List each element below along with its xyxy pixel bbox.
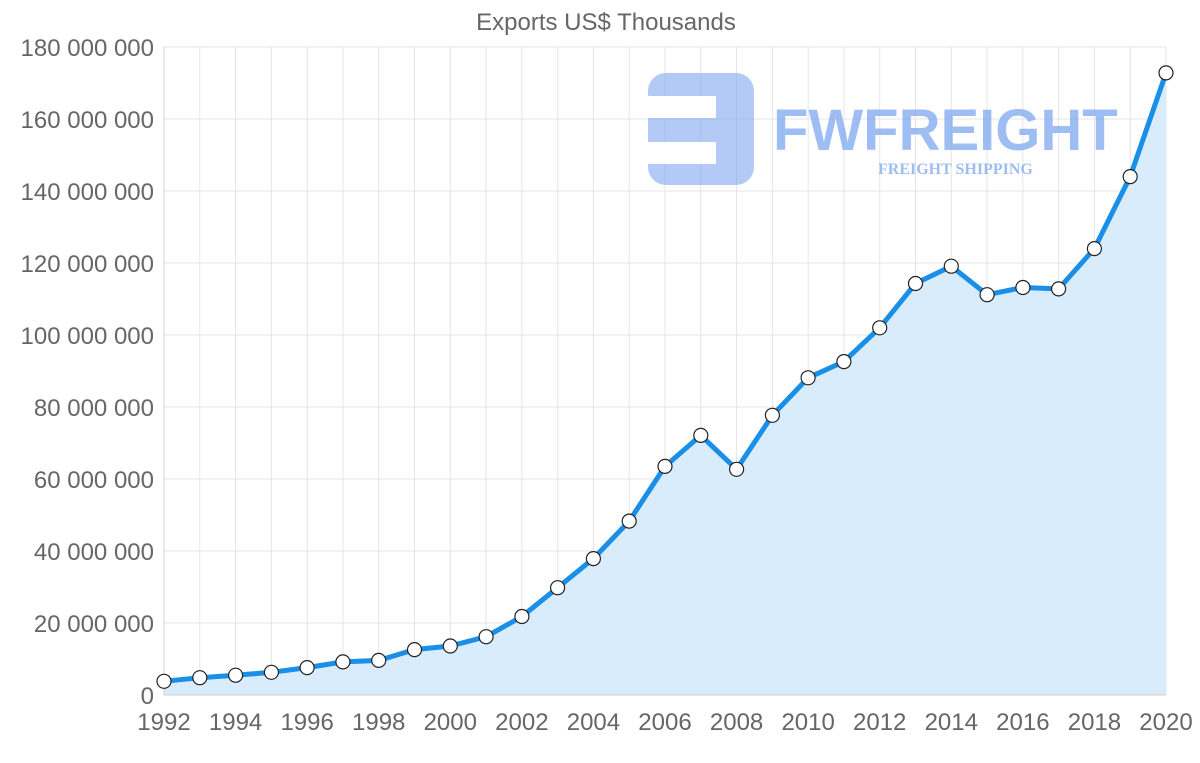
x-tick-label: 2008 xyxy=(710,709,763,736)
data-point-2007 xyxy=(693,427,709,443)
data-point-1999 xyxy=(406,641,423,658)
y-tick-label: 140 000 000 xyxy=(21,179,154,206)
data-point-2003 xyxy=(549,580,566,596)
data-point-2016 xyxy=(1015,279,1031,296)
y-tick-label: 100 000 000 xyxy=(21,323,154,350)
data-point-2018 xyxy=(1086,241,1103,257)
data-point-1997 xyxy=(335,654,351,670)
x-tick-label: 2010 xyxy=(781,709,834,736)
x-tick-label: 2020 xyxy=(1139,709,1192,736)
data-point-1994 xyxy=(228,667,244,683)
data-point-2000 xyxy=(442,638,458,654)
data-point-1992 xyxy=(156,673,172,689)
data-point-2006 xyxy=(657,458,673,474)
data-point-2008 xyxy=(728,461,745,477)
x-tick-label: 1998 xyxy=(352,709,405,736)
data-point-2010 xyxy=(800,370,816,386)
data-point-1998 xyxy=(371,652,387,669)
x-tick-label: 1994 xyxy=(209,709,262,736)
y-tick-label: 20 000 000 xyxy=(34,611,154,638)
data-point-2012 xyxy=(872,320,888,336)
data-point-2014 xyxy=(943,258,959,274)
x-tick-label: 2018 xyxy=(1068,709,1121,736)
watermark-tagline: FREIGHT SHIPPING xyxy=(878,161,1033,178)
x-tick-label: 1992 xyxy=(137,709,190,736)
data-point-1996 xyxy=(299,659,315,676)
y-tick-label: 0 xyxy=(141,683,154,710)
y-tick-label: 80 000 000 xyxy=(34,395,154,422)
chart-title: Exports US$ Thousands xyxy=(476,9,736,36)
y-tick-label: 160 000 000 xyxy=(21,107,154,134)
data-point-2015 xyxy=(979,287,995,303)
data-point-2011 xyxy=(836,354,852,370)
y-axis-ticks: 0 20 000 000 40 000 000 60 000 000 80 000 00… xyxy=(21,35,154,710)
x-tick-label: 1996 xyxy=(280,709,333,736)
x-tick-label: 2004 xyxy=(567,709,620,736)
y-tick-label: 120 000 000 xyxy=(21,251,154,278)
data-point-2002 xyxy=(514,608,530,625)
x-axis-ticks: 1992 1994 1996 1998 2000 2002 2004 2006 2008 2010… xyxy=(137,709,1192,736)
x-tick-label: 2012 xyxy=(853,709,906,736)
data-point-2009 xyxy=(764,407,781,423)
y-tick-label: 40 000 000 xyxy=(34,539,154,566)
data-point-2020 xyxy=(1158,65,1174,81)
data-point-2017 xyxy=(1050,281,1067,297)
watermark-name: FWFREIGHT xyxy=(773,98,1118,163)
data-point-2019 xyxy=(1122,169,1138,185)
watermark-logo-mark xyxy=(648,73,754,185)
series-area xyxy=(164,72,1166,695)
watermark: FWFREIGHT FREIGHT SHIPPING xyxy=(648,73,1118,185)
y-tick-label: 60 000 000 xyxy=(34,467,154,494)
data-point-2005 xyxy=(621,513,637,529)
data-point-2001 xyxy=(478,629,494,645)
data-point-2004 xyxy=(585,550,602,567)
x-tick-label: 2014 xyxy=(925,709,978,736)
x-tick-label: 2006 xyxy=(638,709,691,736)
y-tick-label: 180 000 000 xyxy=(21,35,154,62)
data-point-2013 xyxy=(907,275,924,292)
x-tick-label: 2000 xyxy=(424,709,477,736)
data-points xyxy=(156,65,1174,689)
data-point-1995 xyxy=(263,664,279,680)
x-tick-label: 2002 xyxy=(495,709,548,736)
x-tick-label: 2016 xyxy=(996,709,1049,736)
axes xyxy=(163,47,1166,696)
data-point-1993 xyxy=(192,670,208,686)
